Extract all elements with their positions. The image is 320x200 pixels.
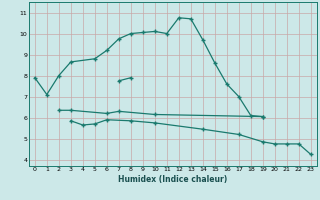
X-axis label: Humidex (Indice chaleur): Humidex (Indice chaleur): [118, 175, 228, 184]
